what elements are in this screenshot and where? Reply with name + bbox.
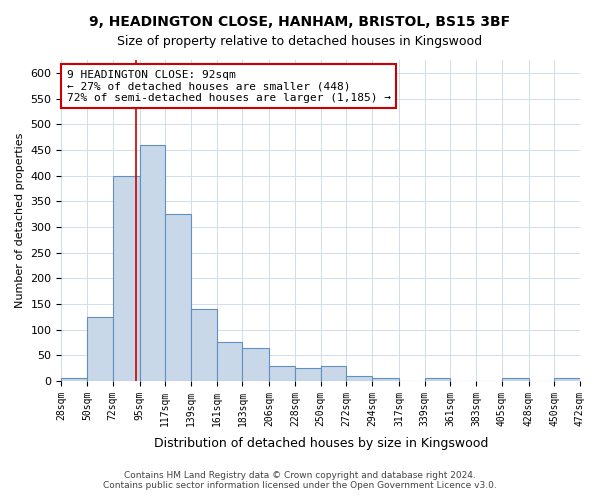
Bar (502, 378, 529, 381)
Bar (191, 309, 217, 381)
Text: 9, HEADINGTON CLOSE, HANHAM, BRISTOL, BS15 3BF: 9, HEADINGTON CLOSE, HANHAM, BRISTOL, BS… (89, 15, 511, 29)
Bar (166, 214, 191, 381)
Text: 9 HEADINGTON CLOSE: 92sqm
← 27% of detached houses are smaller (448)
72% of semi: 9 HEADINGTON CLOSE: 92sqm ← 27% of detac… (67, 70, 391, 103)
Y-axis label: Number of detached properties: Number of detached properties (15, 133, 25, 308)
Text: Size of property relative to detached houses in Kingswood: Size of property relative to detached ho… (118, 35, 482, 48)
Bar (242, 348, 269, 381)
Bar (113, 176, 140, 381)
Bar (295, 368, 321, 381)
Bar (346, 376, 372, 381)
Bar (87, 316, 113, 381)
Bar (140, 144, 166, 381)
X-axis label: Distribution of detached houses by size in Kingswood: Distribution of detached houses by size … (154, 437, 488, 450)
Text: Contains HM Land Registry data © Crown copyright and database right 2024.
Contai: Contains HM Land Registry data © Crown c… (103, 470, 497, 490)
Bar (321, 366, 346, 381)
Bar (269, 366, 295, 381)
Bar (372, 378, 399, 381)
Bar (61, 378, 87, 381)
Bar (554, 378, 580, 381)
Bar (217, 342, 242, 381)
Bar (425, 378, 451, 381)
